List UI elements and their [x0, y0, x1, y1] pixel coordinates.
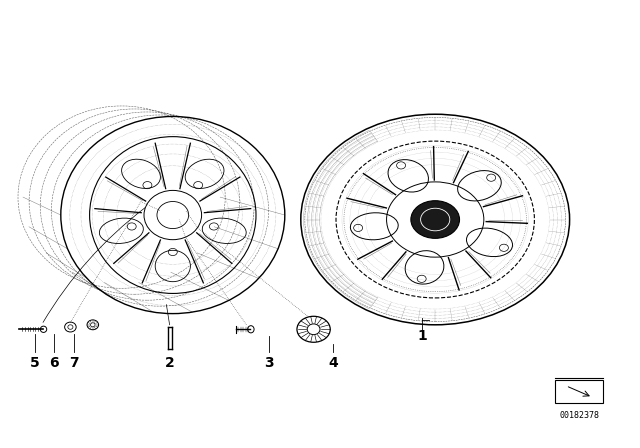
Text: 00182378: 00182378 [559, 411, 599, 420]
Text: 2: 2 [164, 356, 175, 370]
Text: 5: 5 [30, 356, 40, 370]
Ellipse shape [411, 201, 460, 238]
Text: 4: 4 [328, 356, 338, 370]
Bar [556, 380, 604, 403]
Text: 6: 6 [49, 356, 60, 370]
Text: 3: 3 [264, 356, 274, 370]
Text: 7: 7 [68, 356, 79, 370]
Text: 1: 1 [417, 329, 428, 343]
